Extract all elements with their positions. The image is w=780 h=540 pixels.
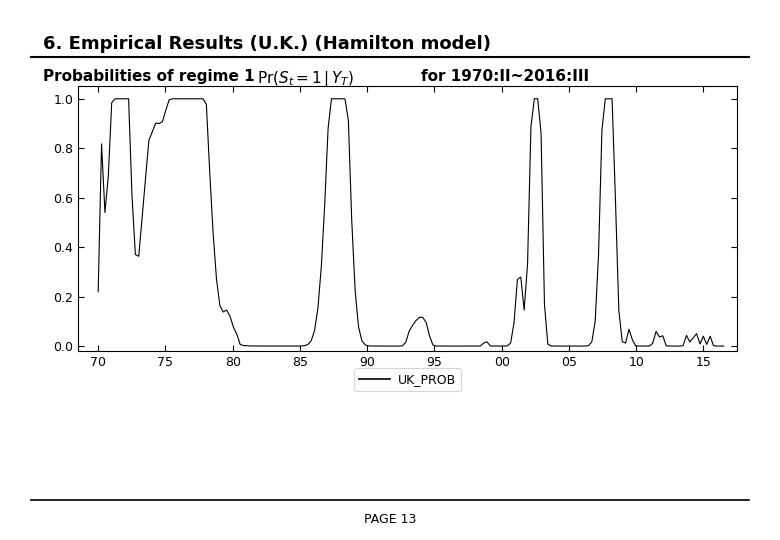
Text: Probabilities of regime 1: Probabilities of regime 1 bbox=[43, 69, 254, 84]
Text: PAGE 13: PAGE 13 bbox=[363, 513, 417, 526]
Legend: UK_PROB: UK_PROB bbox=[354, 368, 461, 391]
Text: for 1970:II~2016:III: for 1970:II~2016:III bbox=[421, 69, 590, 84]
Text: $\mathrm{Pr}(S_t = 1\,|\,Y_T)$: $\mathrm{Pr}(S_t = 1\,|\,Y_T)$ bbox=[257, 69, 354, 89]
Text: 6. Empirical Results (U.K.) (Hamilton model): 6. Empirical Results (U.K.) (Hamilton mo… bbox=[43, 35, 491, 53]
